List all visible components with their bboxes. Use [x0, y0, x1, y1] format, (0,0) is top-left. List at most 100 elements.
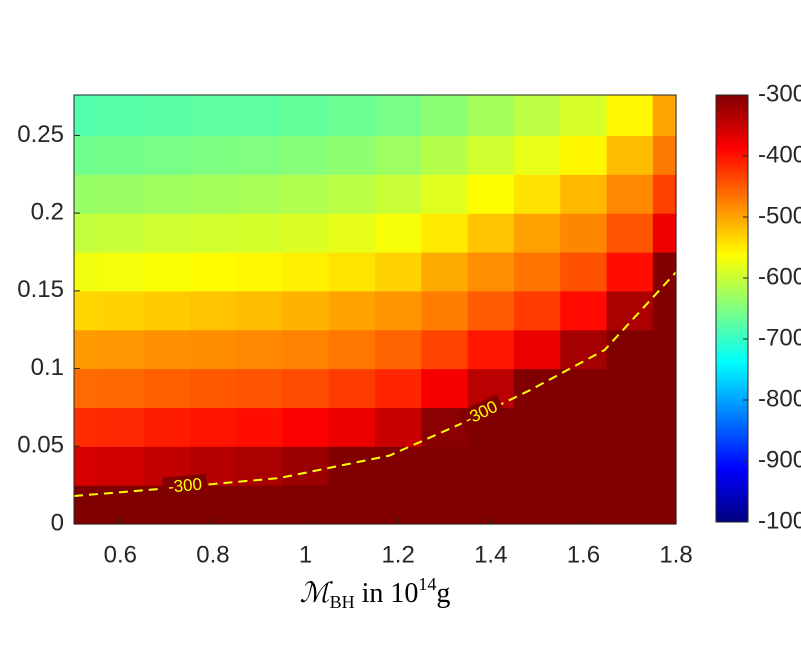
heat-cell — [375, 174, 422, 214]
heat-cell — [236, 95, 283, 137]
y-tick-label: 0.2 — [31, 198, 64, 225]
colorbar-tick-label: -400 — [758, 141, 801, 168]
heat-cell — [606, 95, 654, 137]
heat-cell — [467, 135, 515, 175]
heat-cell — [236, 485, 283, 525]
heat-cell — [560, 174, 608, 214]
heat-cell — [236, 368, 283, 409]
heat-cell — [421, 95, 469, 137]
colorbar-tick-label: -300 — [758, 80, 801, 107]
heat-cell — [74, 251, 98, 292]
heat-cell — [97, 135, 145, 175]
heat-cell — [513, 290, 561, 331]
heat-cell — [97, 329, 145, 370]
heat-cell — [97, 174, 145, 214]
heat-cell — [236, 407, 283, 447]
heat-cell — [467, 251, 515, 292]
heat-cell — [74, 290, 98, 331]
heat-cell — [74, 446, 98, 486]
colorbar-tick-label: -900 — [758, 446, 801, 473]
heat-cell — [74, 329, 98, 370]
heat-cell — [328, 407, 376, 447]
heat-cell — [652, 213, 677, 253]
heat-cell — [513, 174, 561, 214]
heat-cell — [560, 213, 608, 253]
heat-cell — [282, 329, 330, 370]
heat-cell — [97, 407, 145, 447]
heat-cell — [560, 95, 608, 137]
heat-cell — [652, 290, 677, 331]
heat-cell — [606, 485, 654, 525]
y-tick-label: 0.15 — [17, 276, 64, 303]
heat-cell — [467, 329, 515, 370]
x-label-sub: BH — [330, 592, 355, 612]
heat-cell — [606, 407, 654, 447]
heat-cell — [513, 251, 561, 292]
x-tick-label: 1.6 — [567, 541, 600, 568]
heat-cell — [421, 213, 469, 253]
heat-cell — [375, 213, 422, 253]
x-label-text: in 10 — [355, 578, 419, 609]
heat-cell — [143, 290, 191, 331]
heatmap — [74, 95, 677, 525]
heat-cell — [236, 213, 283, 253]
heat-cell — [375, 95, 422, 137]
heat-cell — [328, 251, 376, 292]
heat-cell — [74, 368, 98, 409]
x-tick-label: 0.8 — [196, 541, 229, 568]
heat-cell — [189, 135, 237, 175]
heat-cell — [652, 251, 677, 292]
heat-cell — [606, 368, 654, 409]
heat-cell — [652, 135, 677, 175]
heat-cell — [282, 446, 330, 486]
heat-cell — [606, 135, 654, 175]
x-label-sup: 14 — [418, 574, 436, 594]
heat-cell — [560, 407, 608, 447]
heat-cell — [282, 407, 330, 447]
heat-cell — [236, 174, 283, 214]
heat-cell — [375, 135, 422, 175]
heat-cell — [652, 446, 677, 486]
heat-cell — [143, 368, 191, 409]
heat-cell — [375, 368, 422, 409]
heat-cell — [421, 446, 469, 486]
heat-cell — [328, 174, 376, 214]
x-tick-label: 1.4 — [474, 541, 507, 568]
heat-cell — [560, 251, 608, 292]
heat-cell — [143, 407, 191, 447]
x-tick-label: 1 — [299, 541, 312, 568]
heat-cell — [328, 213, 376, 253]
heat-cell — [467, 446, 515, 486]
heat-cell — [652, 485, 677, 525]
colorbar-tick-label: -700 — [758, 324, 801, 351]
heat-cell — [189, 329, 237, 370]
heat-cell — [282, 290, 330, 331]
heat-cell — [606, 174, 654, 214]
heat-cell — [328, 368, 376, 409]
heat-cell — [189, 368, 237, 409]
x-tick-label: 1.8 — [659, 541, 692, 568]
colorbar-tick-label: -800 — [758, 385, 801, 412]
heat-cell — [97, 290, 145, 331]
heat-cell — [560, 290, 608, 331]
heat-cell — [97, 213, 145, 253]
heat-cell — [97, 251, 145, 292]
heat-cell — [513, 329, 561, 370]
heat-cell — [375, 407, 422, 447]
heat-cell — [236, 135, 283, 175]
heat-cell — [560, 135, 608, 175]
heat-cell — [328, 446, 376, 486]
heat-cell — [328, 95, 376, 137]
heat-cell — [189, 407, 237, 447]
x-tick-label: 1.2 — [381, 541, 414, 568]
heat-cell — [560, 446, 608, 486]
heat-cell — [74, 174, 98, 214]
heat-cell — [143, 174, 191, 214]
heat-cell — [375, 251, 422, 292]
heat-cell — [421, 329, 469, 370]
contour-label-bg — [162, 473, 209, 500]
heat-cell — [421, 135, 469, 175]
heat-cell — [375, 329, 422, 370]
heat-cell — [513, 135, 561, 175]
